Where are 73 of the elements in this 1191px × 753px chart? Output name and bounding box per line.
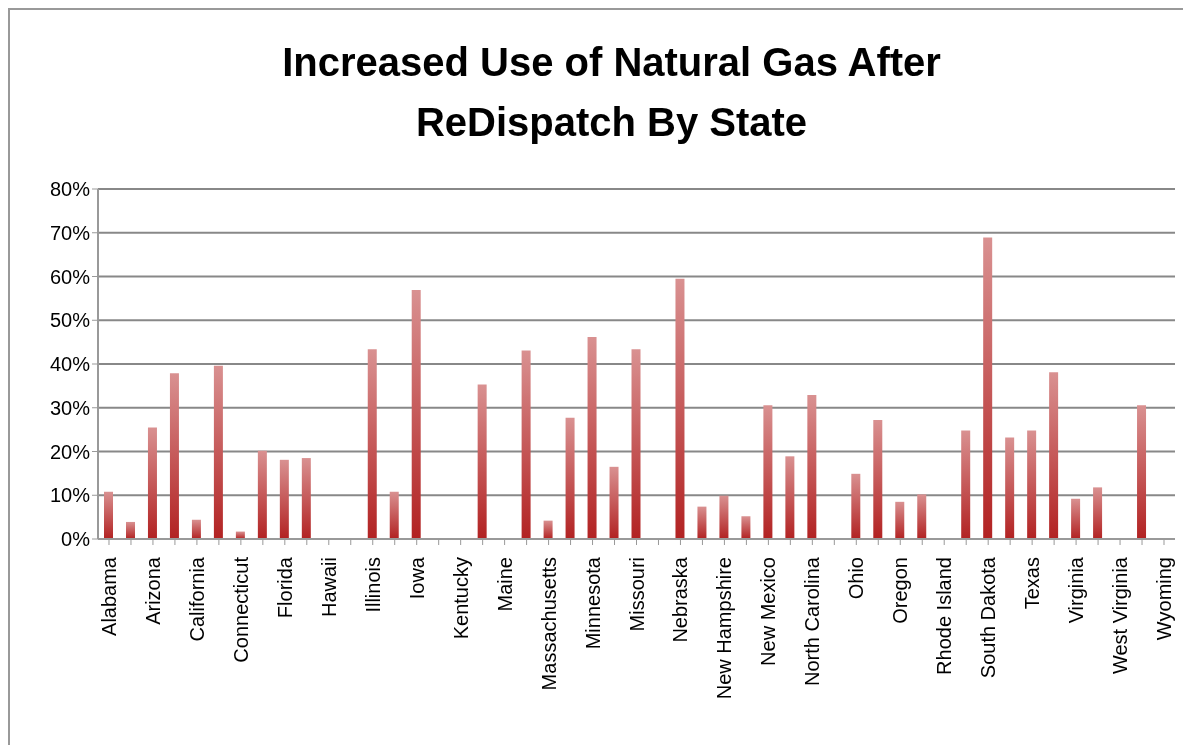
bar <box>807 395 817 539</box>
bar <box>675 278 685 539</box>
bar <box>367 349 377 539</box>
x-tick-label: Oregon <box>889 557 912 624</box>
x-tick-label: New Hampshire <box>713 557 736 700</box>
bar <box>697 506 707 539</box>
y-tick-label: 10% <box>49 484 91 507</box>
x-tick-label: West Virginia <box>1109 556 1132 675</box>
x-tick-label: Ohio <box>845 557 868 600</box>
bar <box>1071 498 1081 539</box>
bar <box>104 491 113 539</box>
bar <box>631 349 641 539</box>
x-tick-label: New Mexico <box>757 557 780 666</box>
bar <box>609 466 619 539</box>
bar <box>785 456 795 539</box>
y-tick-label: 30% <box>49 396 91 419</box>
bar <box>169 373 179 539</box>
x-tick-label: Iowa <box>405 556 428 600</box>
x-tick-label: Wyoming <box>1153 557 1176 641</box>
x-tick-label: Kentucky <box>449 557 472 640</box>
x-tick-label: Maine <box>493 557 516 612</box>
bar <box>1027 430 1037 539</box>
x-tick-label: North Carolina <box>801 556 824 686</box>
x-tick-label: Virginia <box>1065 556 1088 624</box>
bar <box>565 417 575 539</box>
x-tick-label: Nebraska <box>669 556 692 643</box>
chart-title: Increased Use of Natural Gas After ReDispatch By State <box>281 38 942 146</box>
x-tick-label: Missouri <box>625 557 648 632</box>
x-tick-label: Florida <box>273 556 296 619</box>
bar <box>301 458 311 539</box>
x-tick-label: California <box>185 556 208 642</box>
x-tick-label: Illinois <box>361 557 384 613</box>
bar <box>873 420 883 539</box>
x-tick-label: Alabama <box>97 556 120 636</box>
bar <box>521 350 531 539</box>
y-tick-label: 40% <box>49 353 91 376</box>
x-tick-label: South Dakota <box>977 556 1000 679</box>
bar <box>477 384 487 539</box>
bar <box>1049 372 1059 539</box>
x-tick-label: Connecticut <box>229 556 252 663</box>
y-tick-label: 20% <box>49 440 91 463</box>
bar <box>895 501 905 539</box>
bar <box>1093 487 1103 539</box>
x-tick-label: Texas <box>1021 557 1044 610</box>
bar <box>543 520 553 539</box>
bar <box>147 427 157 539</box>
y-tick-label: 60% <box>49 265 91 288</box>
y-tick-label: 50% <box>49 309 91 332</box>
y-tick-label: 70% <box>49 221 91 244</box>
bar <box>191 519 201 539</box>
x-tick-label: Minnesota <box>581 556 604 650</box>
y-tick-label: 0% <box>61 528 91 551</box>
bar <box>1005 437 1015 539</box>
bar <box>411 290 421 539</box>
bar <box>213 365 223 539</box>
y-tick-label: 80% <box>49 178 91 201</box>
bar <box>125 521 135 539</box>
bar <box>719 495 729 539</box>
x-tick-label: Rhode Island <box>933 557 956 675</box>
bar <box>961 430 971 539</box>
bar <box>587 336 597 539</box>
x-tick-label: Massachusetts <box>537 557 560 691</box>
bar <box>1137 405 1147 539</box>
bar <box>983 237 993 539</box>
x-tick-label: Hawaii <box>317 557 340 618</box>
bar <box>917 494 927 539</box>
bar <box>257 450 267 539</box>
bar <box>389 491 399 539</box>
bar <box>851 473 861 539</box>
x-tick-label: Arizona <box>141 556 164 625</box>
bar <box>741 516 751 539</box>
bar <box>763 405 773 539</box>
bar <box>279 459 289 539</box>
